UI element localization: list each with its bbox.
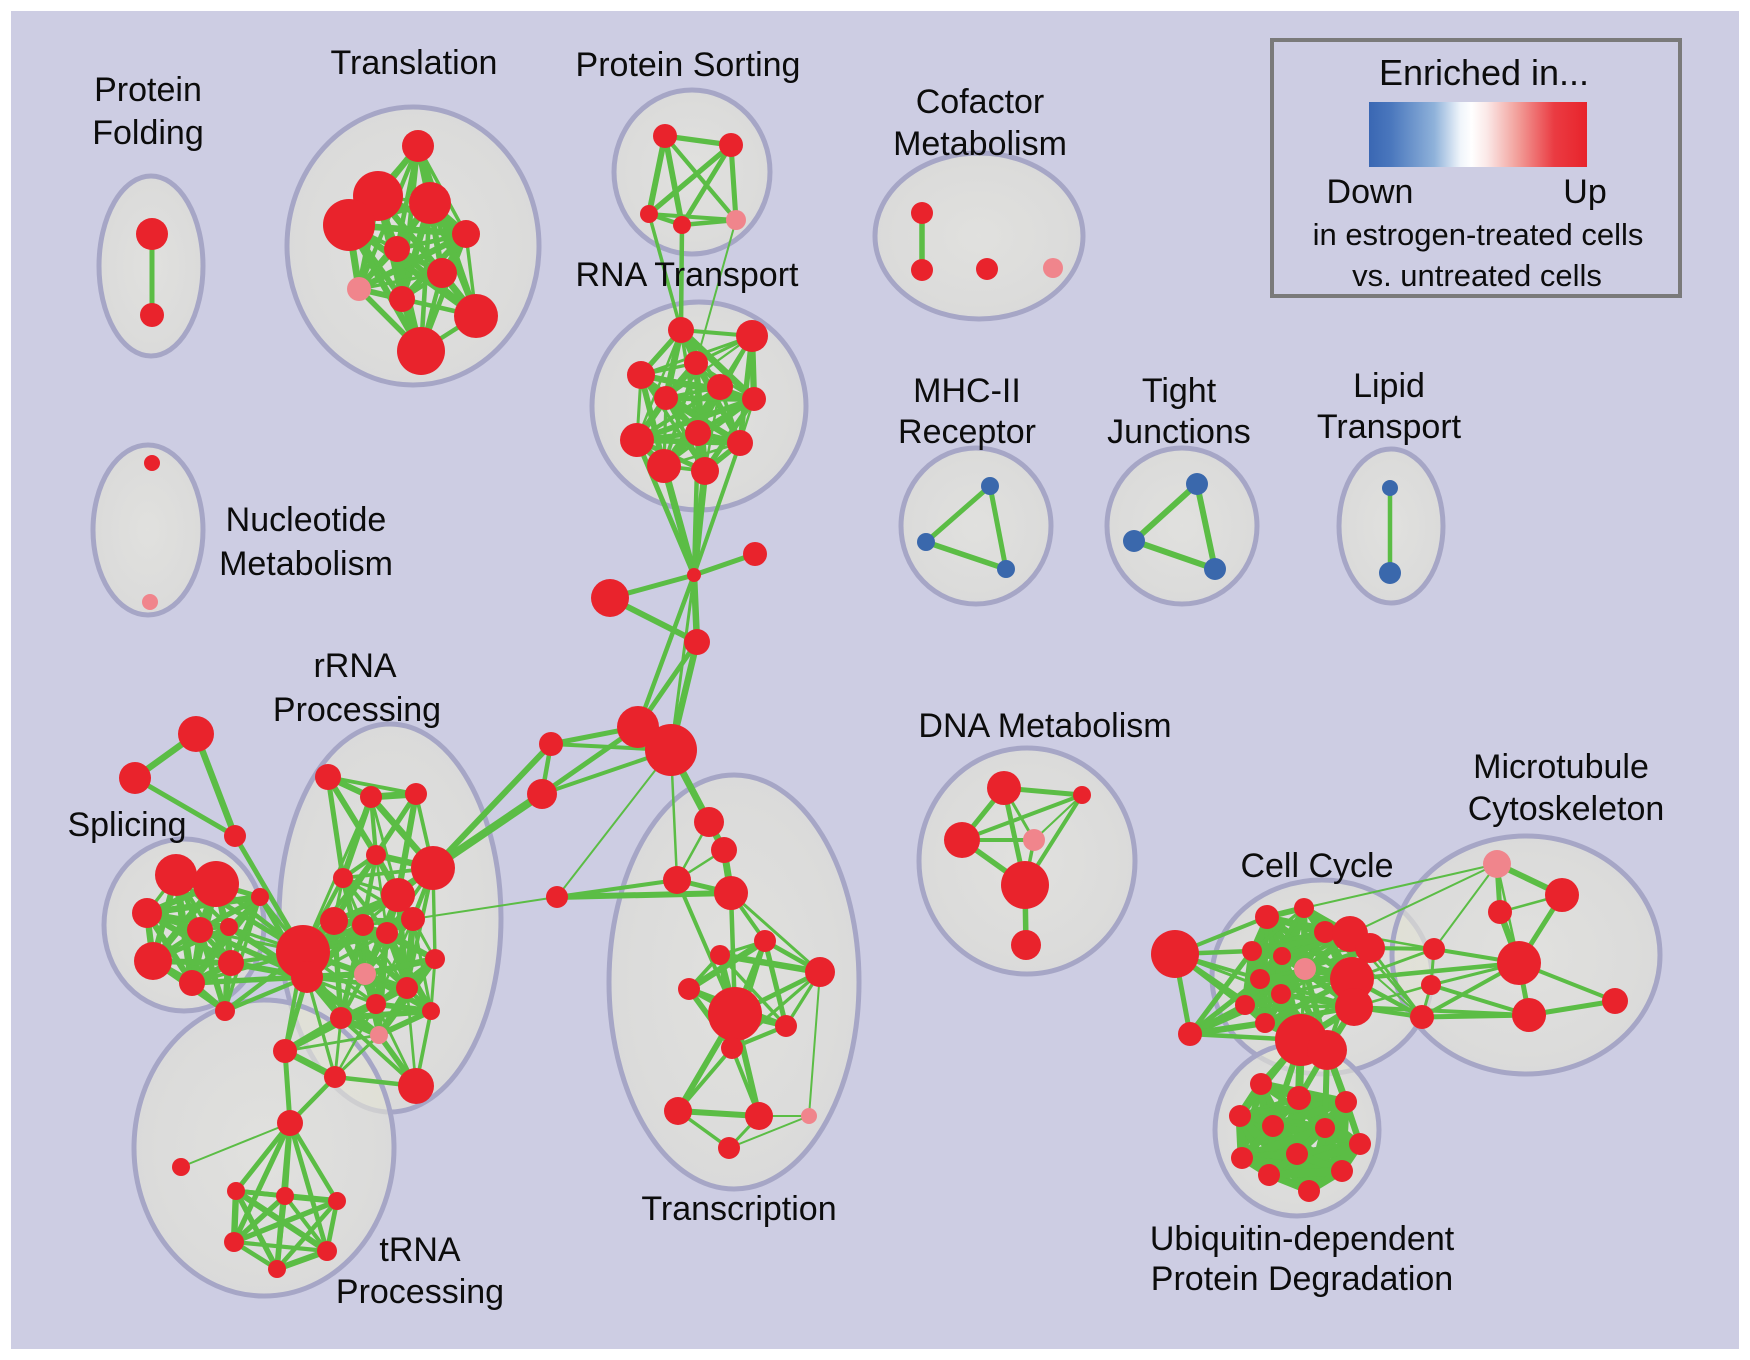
svg-text:Receptor: Receptor bbox=[898, 413, 1036, 451]
svg-text:Ubiquitin-dependent: Ubiquitin-dependent bbox=[1150, 1220, 1455, 1258]
svg-text:tRNA: tRNA bbox=[379, 1231, 461, 1269]
svg-text:Metabolism: Metabolism bbox=[893, 125, 1067, 163]
svg-text:Translation: Translation bbox=[331, 44, 498, 82]
svg-text:Transcription: Transcription bbox=[641, 1190, 836, 1228]
svg-text:Nucleotide: Nucleotide bbox=[226, 501, 387, 539]
svg-text:rRNA: rRNA bbox=[313, 647, 396, 685]
svg-text:DNA Metabolism: DNA Metabolism bbox=[918, 707, 1171, 745]
svg-text:Processing: Processing bbox=[273, 691, 441, 729]
svg-text:Metabolism: Metabolism bbox=[219, 545, 393, 583]
svg-text:MHC-II: MHC-II bbox=[913, 372, 1021, 410]
svg-text:Folding: Folding bbox=[92, 114, 204, 152]
svg-text:Enriched in...: Enriched in... bbox=[1379, 52, 1589, 93]
svg-text:Protein Sorting: Protein Sorting bbox=[576, 46, 801, 84]
svg-text:Splicing: Splicing bbox=[67, 806, 186, 844]
svg-text:Up: Up bbox=[1563, 173, 1606, 211]
svg-text:Cytoskeleton: Cytoskeleton bbox=[1468, 790, 1665, 828]
svg-text:Tight: Tight bbox=[1142, 372, 1217, 410]
svg-text:Down: Down bbox=[1327, 173, 1414, 211]
svg-text:vs. untreated cells: vs. untreated cells bbox=[1352, 258, 1602, 293]
svg-text:Junctions: Junctions bbox=[1107, 413, 1251, 451]
svg-text:in estrogen-treated cells: in estrogen-treated cells bbox=[1313, 217, 1644, 252]
svg-text:Lipid: Lipid bbox=[1353, 367, 1425, 405]
svg-text:Cofactor: Cofactor bbox=[916, 83, 1045, 121]
svg-text:Protein Degradation: Protein Degradation bbox=[1151, 1260, 1453, 1298]
svg-text:Protein: Protein bbox=[94, 71, 202, 109]
svg-text:Processing: Processing bbox=[336, 1273, 504, 1311]
svg-text:Microtubule: Microtubule bbox=[1473, 748, 1649, 786]
svg-text:RNA Transport: RNA Transport bbox=[576, 256, 800, 294]
svg-text:Cell Cycle: Cell Cycle bbox=[1240, 847, 1393, 885]
svg-text:Transport: Transport bbox=[1317, 408, 1462, 446]
